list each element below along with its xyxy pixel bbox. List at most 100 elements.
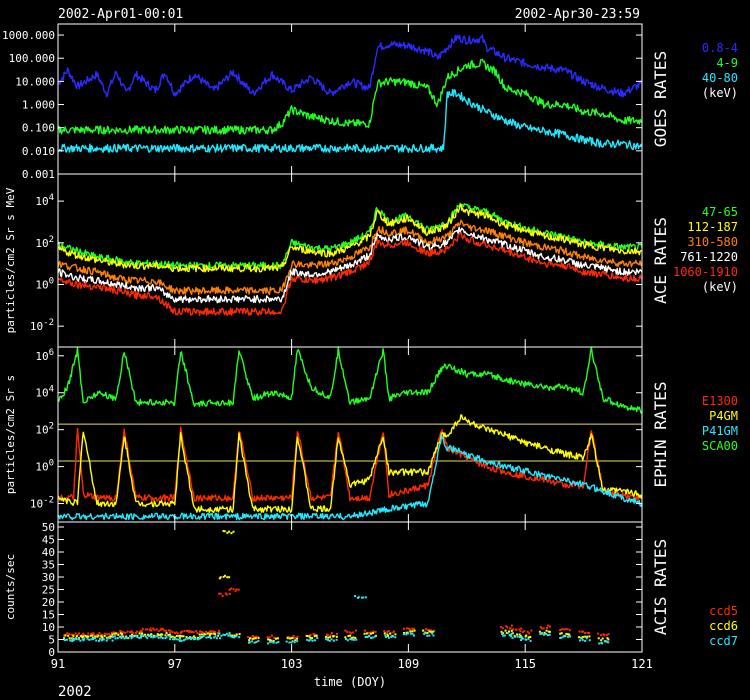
data-point-ccd6 [347, 634, 350, 637]
y-tick-label: 100 [35, 276, 54, 291]
data-point-ccd5 [235, 588, 238, 591]
data-point-ccd5 [561, 628, 564, 631]
data-point-ccd6 [413, 629, 416, 632]
data-point-ccd7 [352, 638, 355, 641]
data-point-ccd5 [520, 627, 523, 630]
data-point-ccd5 [150, 629, 153, 632]
data-point-ccd5 [510, 624, 513, 627]
data-point-ccd6 [600, 639, 603, 642]
data-point-ccd5 [188, 631, 191, 634]
data-point-ccd5 [387, 630, 390, 633]
data-point-ccd7 [509, 635, 512, 638]
data-point-ccd7 [74, 637, 77, 640]
data-point-ccd5 [186, 629, 189, 632]
data-point-ccd7 [138, 637, 141, 640]
data-point-ccd6 [504, 629, 507, 632]
data-point-ccd5 [528, 632, 531, 635]
data-point-ccd5 [173, 631, 176, 634]
series-line-761-1220 [57, 226, 643, 304]
data-point-ccd7 [251, 640, 254, 643]
data-point-ccd7 [560, 636, 563, 639]
data-point-ccd5 [364, 629, 367, 632]
legend-entry: 4-9 [716, 56, 738, 70]
data-point-ccd5 [175, 631, 178, 634]
data-point-ccd6 [173, 636, 176, 639]
data-point-ccd6 [276, 637, 279, 640]
data-point-ccd6 [308, 635, 311, 638]
data-point-ccd7 [503, 634, 506, 637]
data-point-ccd7 [384, 634, 387, 637]
data-point-ccd5 [425, 628, 428, 631]
data-point-ccd6 [548, 630, 551, 633]
data-point-ccd6 [509, 634, 512, 637]
data-point-ccd6 [97, 634, 100, 637]
data-point-ccd5 [228, 592, 231, 595]
data-point-ccd5 [132, 632, 135, 635]
data-point-ccd7 [520, 639, 523, 642]
data-point-ccd5 [63, 634, 66, 637]
data-point-ccd7 [546, 634, 549, 637]
data-point-ccd5 [314, 633, 317, 636]
data-point-ccd6 [519, 634, 522, 637]
data-point-ccd6 [344, 636, 347, 639]
data-point-ccd5 [229, 587, 232, 590]
legend-entry: 761-1220 [680, 250, 738, 264]
data-point-ccd6 [597, 637, 600, 640]
data-point-ccd6 [295, 637, 298, 640]
data-point-ccd7 [357, 596, 360, 599]
panel-ace-rates: 10-2 100 102 104 particles/cm2 Sr s MeV ACE R… [4, 173, 738, 348]
data-point-ccd5 [192, 631, 195, 634]
data-point-ccd7 [603, 640, 606, 643]
data-point-ccd6 [402, 631, 405, 634]
data-point-ccd6 [294, 639, 297, 642]
data-point-ccd6 [332, 635, 335, 638]
data-point-ccd5 [584, 631, 587, 634]
data-point-ccd7 [267, 642, 270, 645]
data-point-ccd7 [98, 637, 101, 640]
data-point-ccd6 [313, 635, 316, 638]
data-point-ccd5 [171, 631, 174, 634]
data-point-ccd7 [277, 640, 280, 643]
y-tick-label: 106 [35, 348, 54, 363]
data-point-ccd5 [112, 631, 115, 634]
data-point-ccd5 [255, 635, 258, 638]
data-point-ccd5 [566, 628, 569, 631]
y-tick-label: 20 [42, 596, 55, 609]
data-point-ccd5 [90, 632, 93, 635]
data-point-ccd6 [109, 635, 112, 638]
data-point-ccd6 [89, 634, 92, 637]
data-point-ccd7 [423, 632, 426, 635]
data-point-ccd5 [122, 631, 125, 634]
data-point-ccd6 [529, 636, 532, 639]
data-point-ccd5 [129, 630, 132, 633]
data-point-ccd7 [238, 636, 241, 639]
data-point-ccd7 [291, 640, 294, 643]
start-time-label: 2002-Apr01-00:01 [58, 7, 183, 22]
data-point-ccd6 [230, 532, 233, 535]
data-point-ccd6 [64, 634, 67, 637]
data-point-ccd5 [219, 592, 222, 595]
data-point-ccd6 [275, 637, 278, 640]
data-point-ccd6 [565, 632, 568, 635]
data-point-ccd7 [225, 632, 228, 635]
data-point-ccd7 [72, 639, 75, 642]
data-point-ccd5 [189, 630, 192, 633]
data-point-ccd5 [402, 627, 405, 630]
series-line-4-9 [57, 58, 643, 135]
y-tick-label: 5 [48, 634, 55, 647]
y-axis-label: counts/sec [4, 554, 17, 620]
chart-panels: 0.001 0.010 0.100 1.000 10.000 100.000 1000.00… [2, 23, 738, 671]
data-point-ccd5 [163, 629, 166, 632]
data-point-ccd7 [210, 637, 213, 640]
data-point-ccd7 [202, 634, 205, 637]
data-point-ccd5 [408, 628, 411, 631]
data-point-ccd7 [223, 634, 226, 637]
data-point-ccd7 [567, 635, 570, 638]
data-point-ccd6 [516, 633, 519, 636]
data-point-ccd7 [213, 636, 216, 639]
data-point-ccd6 [429, 630, 432, 633]
data-point-ccd7 [148, 634, 151, 637]
data-point-ccd6 [130, 633, 133, 636]
y-axis-label: particles/cm2 Sr s [4, 375, 17, 494]
data-point-ccd6 [203, 633, 206, 636]
